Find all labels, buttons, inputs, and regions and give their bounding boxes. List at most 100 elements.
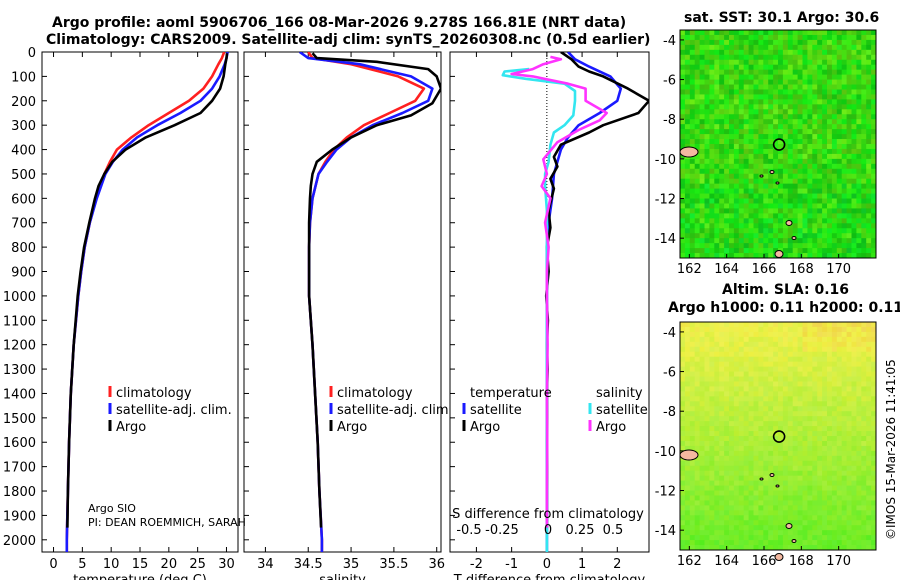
- map-cell: [763, 530, 769, 536]
- map-cell: [817, 139, 823, 145]
- map-cell: [733, 440, 740, 447]
- map-cell: [748, 213, 754, 219]
- map-cell: [694, 535, 700, 541]
- map-cell: [846, 139, 852, 145]
- map-cell: [680, 109, 686, 115]
- map-cell: [763, 411, 769, 417]
- map-cell: [792, 371, 798, 377]
- map-cell: [871, 89, 877, 95]
- map-cell: [802, 114, 808, 120]
- map-cell: [724, 440, 730, 447]
- map-cell: [866, 322, 872, 328]
- map-cell: [768, 406, 774, 412]
- map-cell: [724, 401, 730, 407]
- map-cell: [802, 426, 808, 432]
- map-cell: [851, 44, 857, 51]
- map-cell: [753, 455, 759, 462]
- map-cell: [822, 460, 828, 467]
- map-cell: [851, 480, 857, 486]
- map-cell: [792, 39, 798, 46]
- map-cell: [778, 139, 784, 145]
- map-cell: [738, 59, 745, 66]
- map-cell: [724, 54, 730, 61]
- map-cell: [827, 134, 833, 140]
- map-cell: [831, 168, 838, 175]
- map-cell: [680, 421, 686, 427]
- map-cell: [817, 168, 823, 175]
- map-cell: [841, 49, 847, 56]
- map-cell: [797, 104, 803, 110]
- map-cell: [758, 34, 764, 41]
- map-cell: [684, 213, 691, 219]
- map-cell: [836, 401, 843, 407]
- map-cell: [743, 129, 749, 135]
- map-cell: [743, 450, 749, 457]
- map-cell: [827, 178, 833, 185]
- map-cell: [763, 520, 769, 526]
- map-cell: [694, 530, 700, 536]
- map-cell: [807, 386, 813, 392]
- map-cell: [753, 39, 759, 46]
- map-cell: [699, 465, 705, 472]
- map-cell: [684, 198, 691, 204]
- map-cell: [738, 540, 745, 546]
- map-cell: [787, 391, 794, 397]
- map-cell: [680, 535, 686, 541]
- map-cell: [797, 74, 803, 80]
- y-tick-label: 0: [28, 46, 36, 61]
- map-cell: [778, 396, 784, 402]
- map-cell: [841, 341, 847, 348]
- map-cell: [822, 336, 828, 343]
- map-cell: [714, 99, 720, 105]
- map-cell: [841, 545, 847, 551]
- map-cell: [871, 376, 877, 382]
- map-cell: [827, 183, 833, 190]
- map-cell: [773, 490, 779, 496]
- map-cell: [812, 104, 818, 110]
- y-tick-label: -10: [655, 445, 676, 460]
- map-cell: [719, 341, 725, 348]
- map-cell: [787, 396, 794, 402]
- map-cell: [861, 470, 867, 477]
- map-cell: [807, 208, 813, 214]
- map-cell: [861, 500, 867, 506]
- map-cell: [856, 168, 862, 175]
- map-cell: [680, 74, 686, 80]
- map-cell: [699, 84, 705, 90]
- map-cell: [773, 54, 779, 61]
- map-cell: [684, 54, 691, 61]
- map-cell: [782, 386, 789, 392]
- map-cell: [802, 183, 808, 190]
- map-cell: [773, 139, 779, 145]
- map-cell: [871, 109, 877, 115]
- map-cell: [836, 30, 843, 36]
- map-cell: [871, 485, 877, 491]
- map-cell: [866, 74, 872, 80]
- map-cell: [782, 59, 789, 66]
- map-cell: [699, 104, 705, 110]
- map-cell: [861, 431, 867, 437]
- map-cell: [841, 99, 847, 105]
- map-cell: [748, 465, 754, 472]
- map-cell: [699, 540, 705, 546]
- map-cell: [773, 480, 779, 486]
- map-cell: [871, 30, 877, 36]
- map-cell: [773, 366, 779, 372]
- map-cell: [856, 248, 862, 254]
- map-cell: [861, 129, 867, 135]
- map-cell: [704, 341, 710, 348]
- map-cell: [738, 530, 745, 536]
- map-cell: [743, 144, 749, 150]
- map-cell: [748, 336, 754, 343]
- map-cell: [758, 54, 764, 61]
- map-cell: [753, 525, 759, 531]
- map-cell: [773, 203, 779, 209]
- map-cell: [836, 331, 843, 338]
- map-cell: [689, 30, 696, 36]
- map-cell: [758, 426, 764, 432]
- map-cell: [856, 134, 862, 140]
- map-cell: [704, 406, 710, 412]
- map-cell: [846, 168, 852, 175]
- map-cell: [724, 396, 730, 402]
- map-cell: [802, 44, 808, 51]
